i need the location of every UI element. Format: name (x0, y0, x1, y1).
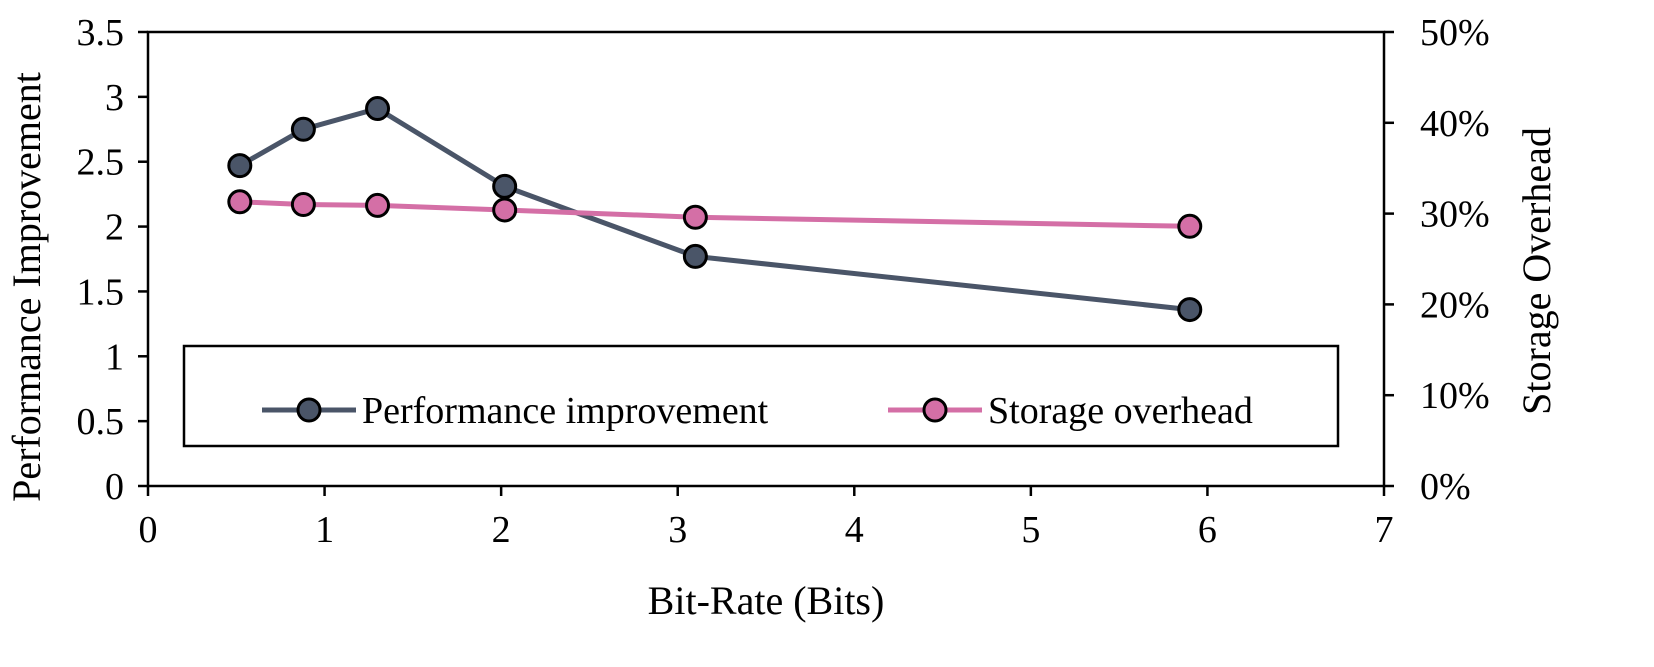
data-point (290, 116, 316, 142)
axes-layer: 0 1 2 3 4 5 6 7 0 0.5 1 1.5 2 2.5 3 3.5 0% 10% 20% 30% 40% 50… (4, 12, 1559, 623)
y-tick-label: 2.5 (77, 142, 125, 184)
y2-tick-label: 0% (1420, 466, 1471, 508)
data-point (290, 192, 316, 218)
y-tick-label: 0.5 (77, 401, 125, 443)
y2-tick-label: 20% (1420, 284, 1490, 326)
legend-marker-0 (296, 397, 322, 423)
data-point (682, 243, 708, 269)
y-tick-label: 1.5 (77, 271, 125, 313)
legend-marker-1 (922, 397, 948, 423)
series-layer (227, 96, 1203, 323)
x-tick-label: 1 (315, 509, 334, 551)
data-point (227, 189, 253, 215)
data-point (682, 204, 708, 230)
plot-frame (146, 30, 1386, 488)
x-tick-label: 2 (492, 509, 511, 551)
y-tick-label: 3.5 (77, 12, 125, 54)
x-tick-label: 7 (1375, 509, 1394, 551)
data-point (492, 173, 518, 199)
data-point (492, 197, 518, 223)
y2-tick-label: 10% (1420, 375, 1490, 417)
data-point (365, 96, 391, 122)
x-tick-label: 3 (668, 509, 687, 551)
y2-axis-title: Storage Overhead (1514, 127, 1559, 415)
legend-box (182, 344, 1340, 448)
x-tick-label: 6 (1198, 509, 1217, 551)
legend: Performance improvement Storage overhead (182, 344, 1340, 448)
y-tick-label: 2 (105, 207, 124, 249)
data-point (365, 192, 391, 218)
y-tick-label: 1 (105, 336, 124, 378)
legend-label-0: Performance improvement (362, 390, 769, 432)
x-axis-title: Bit-Rate (Bits) (648, 578, 885, 623)
y-tick-label: 0 (105, 466, 124, 508)
data-point (1177, 297, 1203, 323)
x-tick-label: 4 (845, 509, 864, 551)
y2-tick-label: 40% (1420, 103, 1490, 145)
y2-tick-label: 30% (1420, 194, 1490, 236)
x-tick-label: 5 (1021, 509, 1040, 551)
legend-label-1: Storage overhead (988, 390, 1253, 432)
data-point (1177, 213, 1203, 239)
y2-tick-label: 50% (1420, 12, 1490, 54)
x-tick-label: 0 (139, 509, 158, 551)
y-axis-title: Performance Improvement (4, 72, 49, 502)
data-point (227, 153, 253, 179)
y-tick-label: 3 (105, 77, 124, 119)
